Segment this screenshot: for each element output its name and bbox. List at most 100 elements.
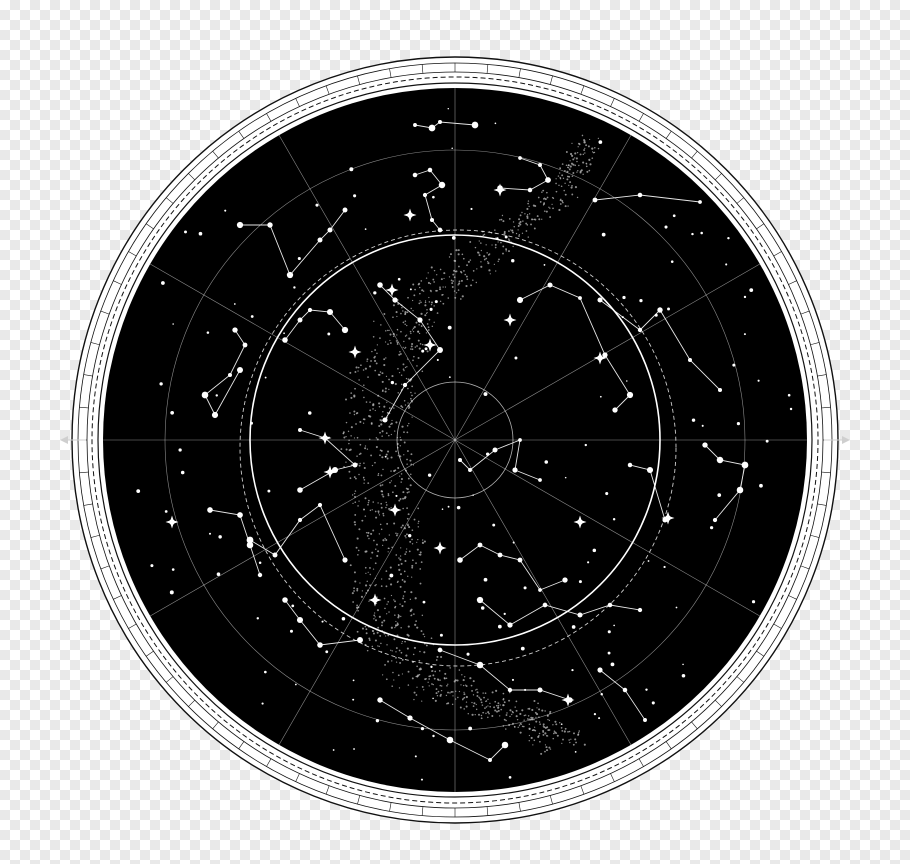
milky-way-dot: [406, 458, 408, 461]
frame-tick: [665, 741, 672, 749]
star: [447, 325, 452, 330]
star: [357, 637, 363, 643]
star: [485, 452, 490, 456]
milky-way-dot: [356, 537, 359, 540]
milky-way-dot: [455, 249, 458, 252]
milky-way-dot: [398, 687, 401, 689]
milky-way-dot: [418, 302, 421, 305]
milky-way-dot: [536, 215, 539, 218]
star: [198, 231, 203, 236]
milky-way-dot: [443, 277, 445, 280]
milky-way-dot: [401, 642, 403, 645]
star: [709, 526, 714, 530]
milky-way-dot: [543, 726, 546, 729]
milky-way-dot: [371, 645, 374, 648]
milky-way-dot: [485, 257, 488, 260]
milky-way-dot: [377, 512, 380, 514]
milky-way-dot: [396, 581, 399, 583]
milky-way-dot: [358, 473, 360, 476]
milky-way-dot: [387, 494, 390, 497]
milky-way-dot: [407, 524, 409, 527]
milky-way-dot: [401, 383, 403, 386]
milky-way-dot: [498, 258, 500, 261]
star: [326, 308, 334, 316]
milky-way-dot: [460, 684, 462, 686]
milky-way-dot: [362, 422, 365, 424]
milky-way-dot: [430, 266, 433, 269]
milky-way-dot: [354, 580, 357, 583]
frame-tick: [788, 595, 797, 600]
milky-way-dot: [463, 691, 465, 694]
milky-way-dot: [519, 214, 522, 217]
milky-way-dot: [538, 708, 541, 711]
milky-way-dot: [384, 387, 387, 390]
milky-way-dot: [358, 464, 361, 467]
milky-way-dot: [368, 639, 371, 642]
milky-way-dot: [407, 625, 410, 628]
milky-way-dot: [482, 234, 485, 237]
star: [264, 376, 267, 379]
star: [664, 225, 668, 229]
milky-way-dot: [401, 658, 404, 661]
milky-way-dot: [356, 436, 359, 439]
milky-way-dot: [373, 614, 376, 617]
milky-way-dot: [526, 718, 529, 720]
milky-way-dot: [491, 691, 494, 694]
star: [483, 577, 488, 582]
milky-way-dot: [552, 724, 554, 726]
milky-way-dot: [478, 240, 480, 242]
star: [170, 410, 175, 415]
frame-tick: [79, 471, 89, 474]
milky-way-dot: [365, 628, 368, 631]
milky-way-dot: [500, 241, 502, 244]
milky-way-dot: [379, 635, 382, 637]
milky-way-dot: [475, 689, 477, 691]
milky-way-dot: [345, 448, 348, 451]
milky-way-dot: [578, 164, 580, 167]
milky-way-dot: [400, 562, 403, 565]
milky-way-dot: [501, 214, 504, 217]
milky-way-dot: [546, 191, 548, 194]
milky-way-dot: [517, 229, 519, 231]
star: [417, 317, 423, 323]
milky-way-dot: [370, 532, 373, 535]
milky-way-dot: [511, 231, 514, 234]
milky-way-dot: [428, 678, 430, 680]
milky-way-dot: [432, 278, 435, 281]
milky-way-dot: [416, 675, 419, 678]
milky-way-dot: [571, 175, 574, 177]
milky-way-dot: [390, 433, 393, 436]
star: [342, 207, 348, 213]
milky-way-dot: [432, 674, 435, 677]
milky-way-dot: [503, 701, 506, 704]
star: [413, 123, 417, 127]
milky-way-dot: [345, 421, 348, 424]
star: [743, 333, 746, 336]
milky-way-dot: [381, 484, 384, 486]
milky-way-dot: [430, 301, 433, 304]
milky-way-dot: [431, 325, 434, 328]
star: [267, 222, 273, 228]
star: [749, 288, 754, 293]
milky-way-dot: [418, 332, 421, 335]
milky-way-dot: [418, 659, 421, 662]
milky-way-dot: [445, 677, 448, 679]
star: [178, 448, 182, 452]
milky-way-dot: [586, 170, 589, 173]
milky-way-dot: [521, 232, 524, 234]
milky-way-dot: [502, 252, 504, 255]
milky-way-dot: [495, 689, 498, 692]
star: [578, 580, 582, 584]
milky-way-dot: [375, 437, 378, 439]
milky-way-dot: [420, 325, 423, 327]
milky-way-dot: [543, 202, 546, 205]
milky-way-dot: [538, 732, 541, 735]
milky-way-dot: [393, 407, 395, 409]
milky-way-dot: [571, 142, 573, 145]
milky-way-dot: [578, 731, 580, 734]
milky-way-dot: [409, 540, 412, 543]
milky-way-dot: [544, 732, 547, 735]
constellation-figure: [459, 439, 541, 481]
milky-way-dot: [489, 273, 491, 275]
